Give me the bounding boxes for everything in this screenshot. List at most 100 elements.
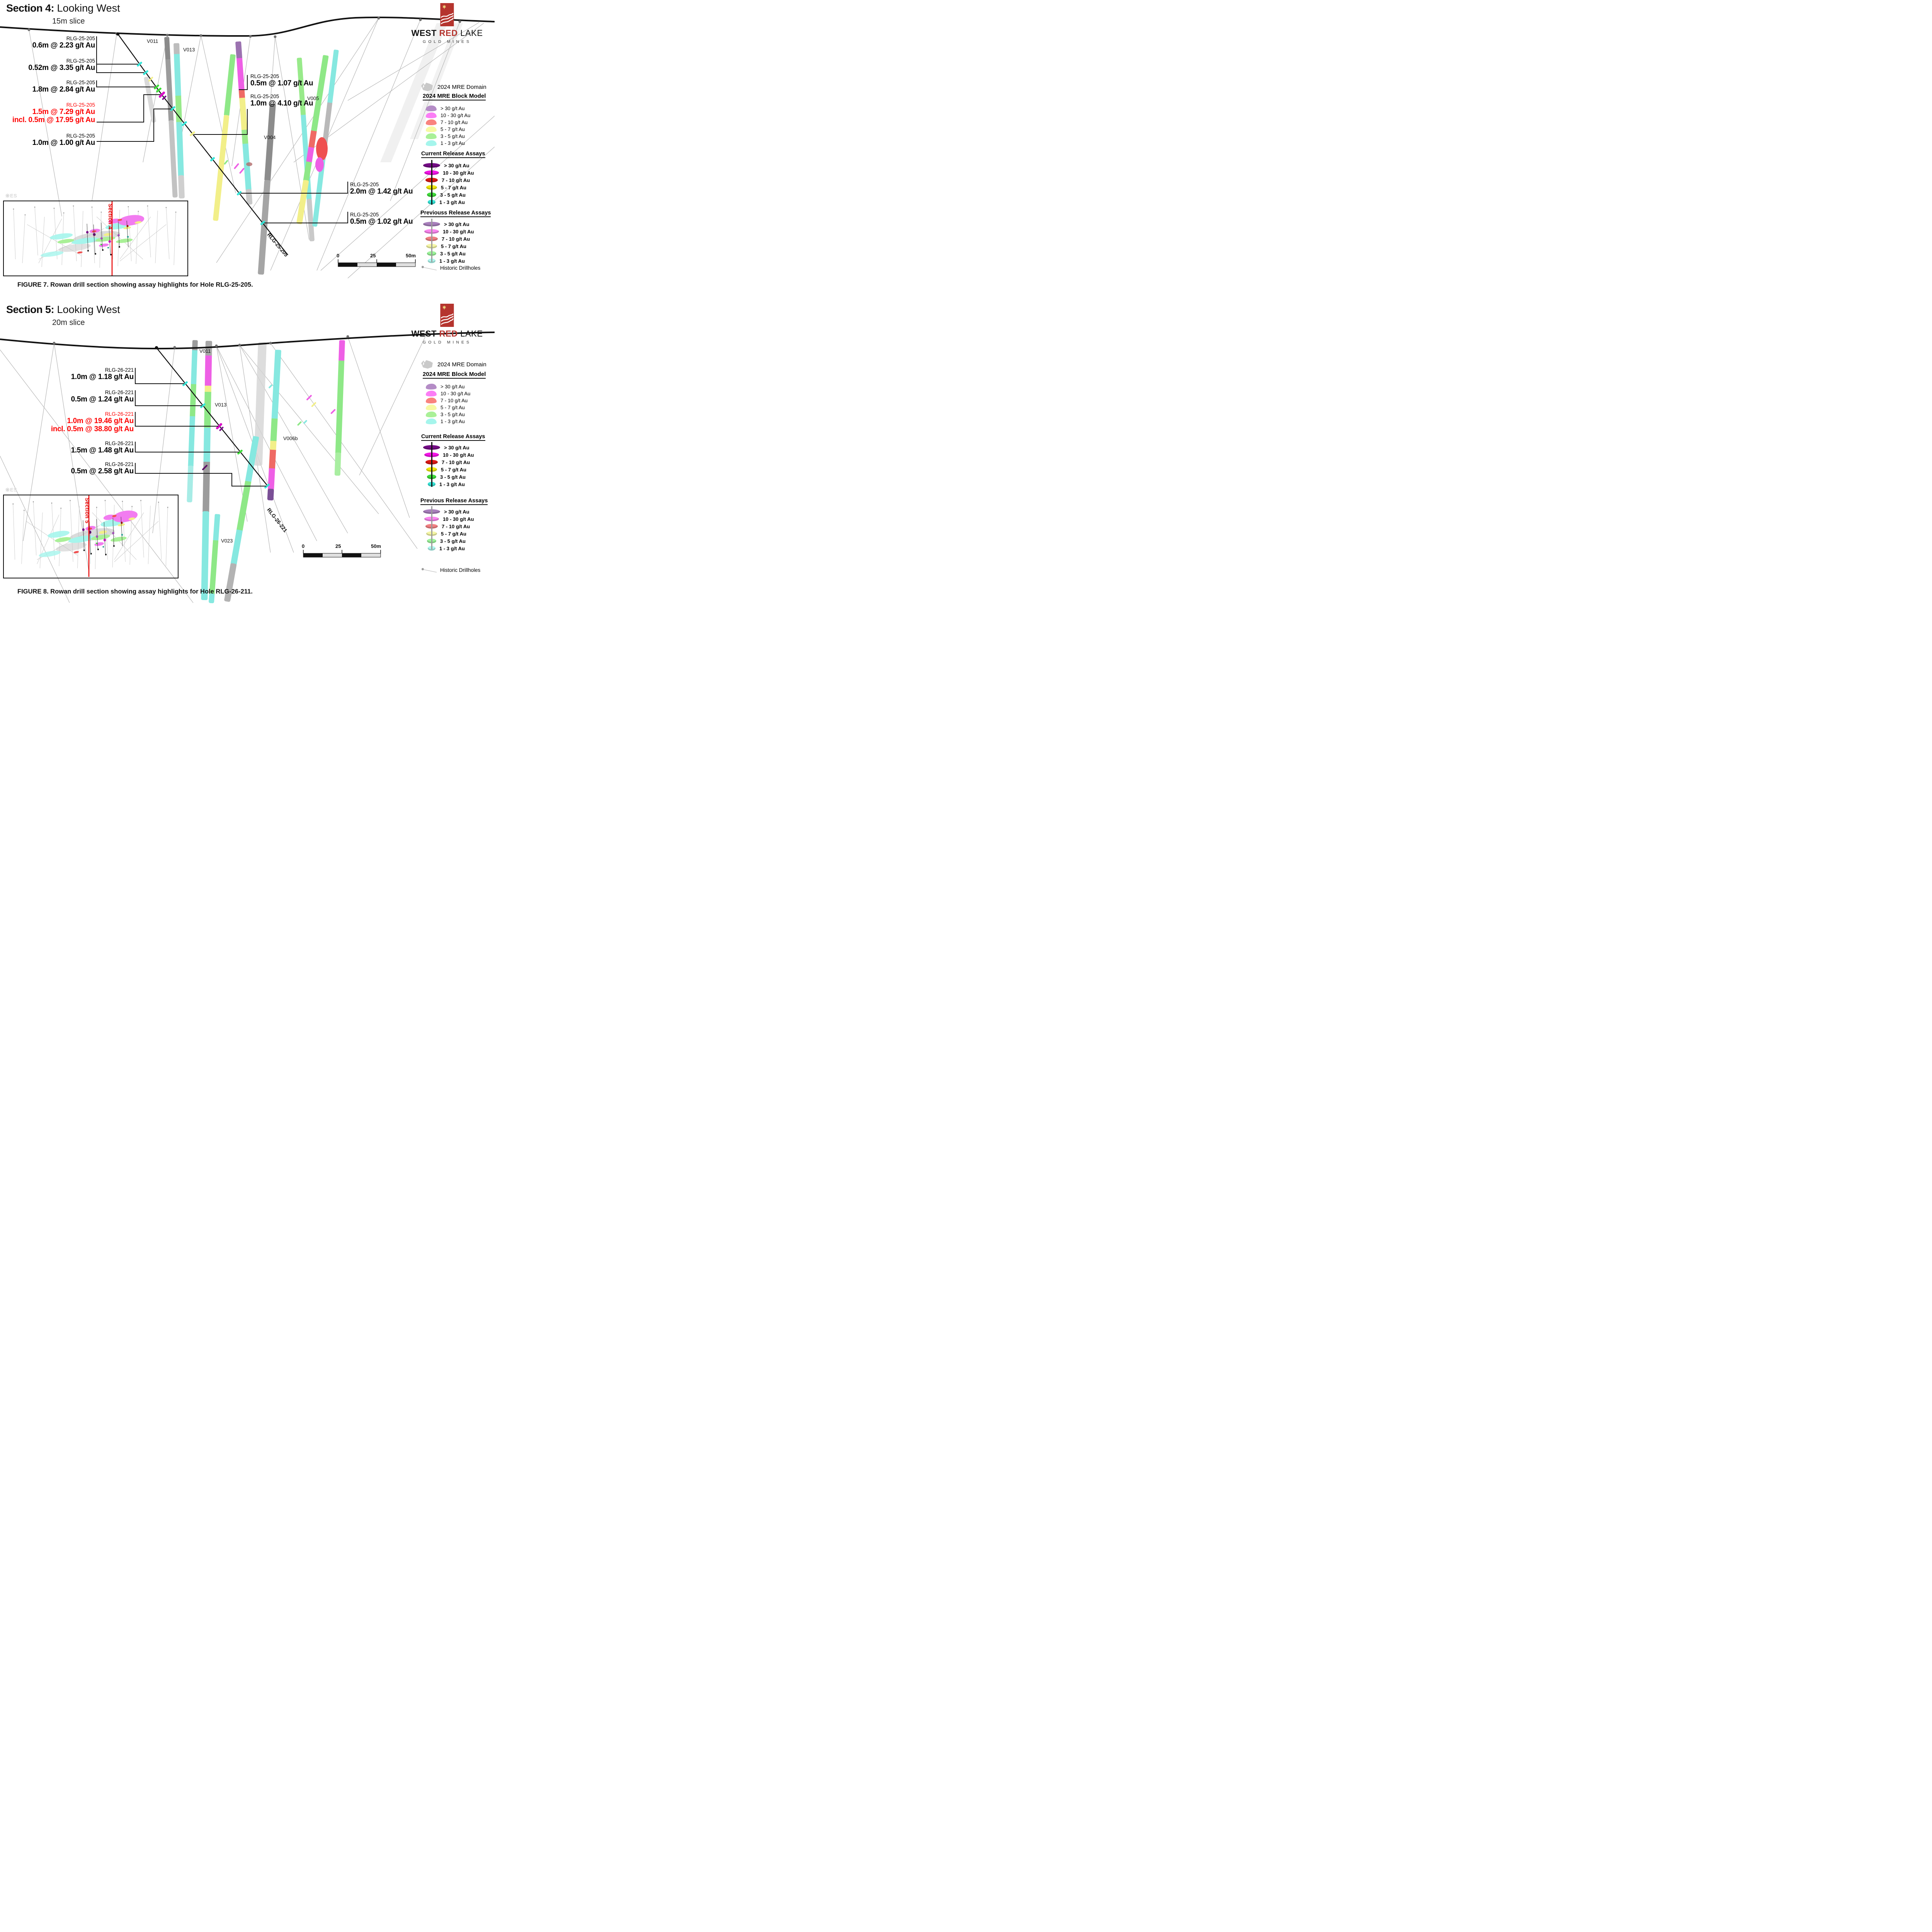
- assay-callout: RLG-26-221 0.5m @ 2.58 g/t Au: [71, 461, 134, 476]
- surface-line: [0, 332, 495, 350]
- assay-callout-highlight: RLG-26-221 1.0m @ 19.46 g/t Au incl. 0.5m …: [51, 411, 134, 434]
- legend-item: 10 - 30 g/t Au: [426, 390, 470, 396]
- legend-block-model-title: 2024 MRE Block Model: [423, 93, 486, 100]
- legend-item: 5 - 7 g/t Au: [426, 466, 466, 473]
- figure7-caption: FIGURE 7. Rowan drill section showing as…: [17, 281, 253, 288]
- figure8-caption: FIGURE 8. Rowan drill section showing as…: [17, 588, 253, 595]
- scale-end: 50m: [371, 543, 381, 549]
- legend-historic-row: Historic Drillholes: [421, 265, 480, 271]
- star-icon: [5, 488, 10, 492]
- assay-intercepts: [137, 61, 265, 225]
- figure-page: Section 4: Looking West 15m slice WEST R…: [0, 0, 495, 606]
- color-swatch: [426, 390, 437, 396]
- scale-bar: [303, 550, 381, 558]
- legend-item: 7 - 10 g/t Au: [426, 397, 468, 403]
- vein-label-v011: V011: [147, 38, 158, 44]
- assay-callout: RLG-25-205 0.5m @ 1.02 g/t Au: [350, 212, 413, 226]
- color-swatch: [426, 126, 437, 132]
- collar-dots: [27, 17, 461, 38]
- mre-domain-icon: [421, 360, 433, 369]
- legend-item: 3 - 5 g/t Au: [426, 133, 465, 139]
- historic-drillhole-icon: [422, 265, 437, 270]
- color-swatch: [426, 105, 437, 111]
- vein-label-v023: V023: [221, 538, 233, 544]
- legend-item: 1 - 3 g/t Au: [428, 199, 465, 205]
- legend-item: 1 - 3 g/t Au: [428, 545, 465, 551]
- logo-mark-icon: [440, 304, 454, 327]
- color-swatch: [426, 383, 437, 389]
- legend-item: 3 - 5 g/t Au: [427, 250, 466, 257]
- assay-callout: RLG-25-205 0.5m @ 1.07 g/t Au: [250, 73, 313, 88]
- assay-callout: RLG-26-221 1.0m @ 1.18 g/t Au: [71, 367, 134, 381]
- legend-item: > 30 g/t Au: [423, 509, 469, 515]
- assay-callout: RLG-25-205 1.0m @ 4.10 g/t Au: [250, 94, 313, 108]
- legend-domain-row: 2024 MRE Domain: [419, 82, 486, 92]
- legend-item: 1 - 3 g/t Au: [428, 258, 465, 264]
- legend-assay-line: [431, 219, 432, 262]
- legend-domain-row: 2024 MRE Domain: [419, 359, 486, 369]
- section4-art: [0, 16, 495, 279]
- section4-slice-label: 15m slice: [52, 17, 85, 26]
- legend-assay-line: [431, 442, 432, 487]
- legend-item: 10 - 30 g/t Au: [426, 112, 470, 118]
- vein-label-v006b: V006b: [283, 435, 298, 441]
- scale-mid: 25: [370, 253, 376, 259]
- legend-item: 3 - 5 g/t Au: [427, 538, 466, 544]
- vein-label-v013: V013: [183, 47, 195, 53]
- vein-label-v004: V004: [264, 134, 276, 140]
- color-swatch: [426, 418, 437, 424]
- assay-intercepts: [182, 381, 336, 489]
- scale-zero: 0: [337, 253, 340, 259]
- veins: [144, 37, 339, 275]
- scale-mid: 25: [335, 543, 341, 549]
- legend-historic-row: Historic Drillholes: [421, 567, 480, 573]
- cross-section-drawing: [0, 16, 495, 604]
- legend-current-title: Current Release Assays: [421, 434, 485, 441]
- logo-wordmark: WEST RED LAKE: [411, 28, 483, 38]
- inset-map-section5: [3, 495, 179, 578]
- historic-drillholes: [0, 333, 427, 603]
- color-swatch: [426, 119, 437, 125]
- color-swatch: [426, 397, 437, 403]
- logo-wordmark: WEST RED LAKE: [411, 329, 483, 338]
- mre-domain-icon: [421, 83, 433, 91]
- legend-item: 1 - 3 g/t Au: [428, 481, 465, 487]
- legend-item: 1 - 3 g/t Au: [426, 418, 465, 424]
- veins: [187, 340, 345, 604]
- surface-line: [0, 16, 495, 37]
- callout-leaders: [96, 36, 348, 223]
- assay-callout: RLG-25-205 1.0m @ 1.00 g/t Au: [32, 133, 95, 147]
- color-swatch: [426, 140, 437, 146]
- color-swatch: [426, 133, 437, 139]
- legend-item: 3 - 5 g/t Au: [426, 411, 465, 417]
- assay-callout: RLG-25-205 0.6m @ 2.23 g/t Au: [32, 36, 95, 50]
- color-swatch: [426, 404, 437, 410]
- legend-assay-line: [431, 506, 432, 549]
- logo-mark-icon: [440, 3, 454, 26]
- company-logo: WEST RED LAKE GOLD MINES: [399, 3, 495, 44]
- vein-label-v013: V013: [215, 402, 227, 408]
- legend-item: 3 - 5 g/t Au: [427, 474, 466, 480]
- legend-previous-title: Previous Release Assays: [420, 498, 488, 505]
- assay-callout: RLG-26-221 0.5m @ 1.24 g/t Au: [71, 389, 134, 404]
- scale-end: 50m: [406, 253, 416, 259]
- vein-label-v011: V011: [199, 348, 211, 354]
- legend-item: 7 - 10 g/t Au: [425, 177, 470, 183]
- watermark: ES: [5, 193, 17, 199]
- drillhole-trace: [155, 346, 268, 486]
- assay-callout: RLG-25-205 0.52m @ 3.35 g/t Au: [28, 58, 95, 72]
- legend-item: > 30 g/t Au: [423, 162, 469, 168]
- inset-section-label: Section 4: [107, 204, 114, 230]
- star-icon: [5, 194, 10, 198]
- section5-slice-label: 20m slice: [52, 318, 85, 327]
- inset-map-section4: [3, 201, 188, 276]
- legend-item: 5 - 7 g/t Au: [426, 531, 466, 537]
- section4-title: Section 4: Looking West: [6, 2, 120, 14]
- legend-item: 5 - 7 g/t Au: [426, 404, 465, 410]
- legend-item: 5 - 7 g/t Au: [426, 184, 466, 190]
- assay-callout: RLG-25-205 2.0m @ 1.42 g/t Au: [350, 182, 413, 196]
- legend-item: 5 - 7 g/t Au: [426, 126, 465, 132]
- assay-callout: RLG-25-205 1.8m @ 2.84 g/t Au: [32, 80, 95, 94]
- legend-item: 3 - 5 g/t Au: [427, 192, 466, 198]
- legend-item: 1 - 3 g/t Au: [426, 140, 465, 146]
